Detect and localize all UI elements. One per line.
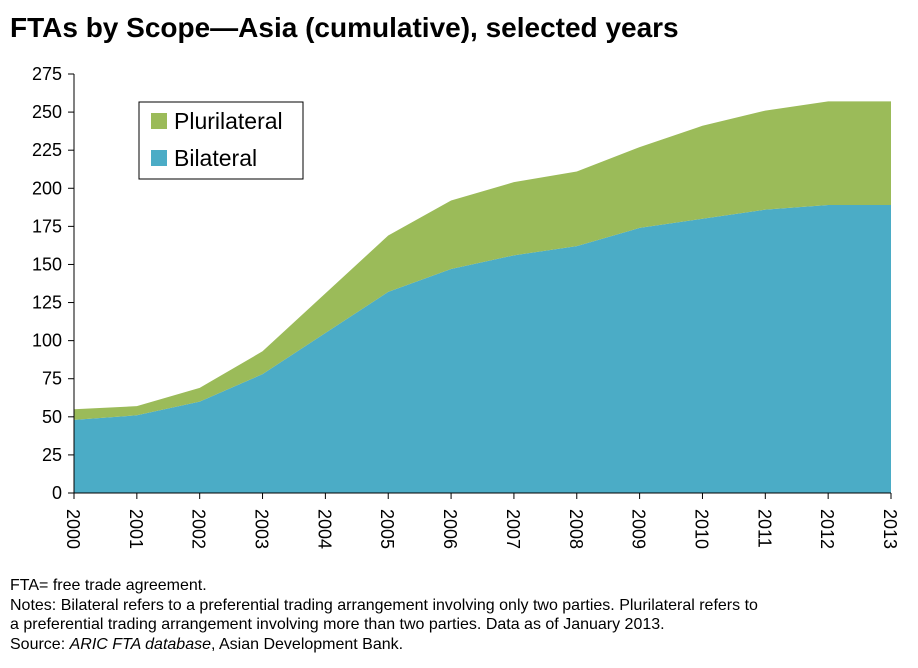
legend-swatch-bilateral [151, 150, 167, 166]
notes-line-1: Notes: Bilateral refers to a preferentia… [10, 596, 758, 614]
legend-swatch-plurilateral [151, 113, 167, 129]
x-tick-label: 2008 [566, 509, 586, 549]
y-tick-label: 150 [32, 254, 62, 274]
y-tick-label: 100 [32, 331, 62, 351]
y-tick-label: 175 [32, 216, 62, 236]
source-publisher: , Asian Development Bank. [210, 635, 404, 653]
area-plurilateral [74, 101, 891, 420]
y-tick-label: 200 [32, 178, 62, 198]
x-tick-label: 2007 [503, 509, 523, 549]
source-database: ARIC FTA database [69, 635, 211, 653]
x-tick-label: 2001 [126, 509, 146, 549]
source-label: Source: [10, 635, 70, 653]
abbreviation-note: FTA= free trade agreement. [10, 577, 207, 594]
y-tick-label: 0 [52, 483, 62, 503]
x-tick-label: 2010 [691, 509, 711, 549]
x-tick-label: 2003 [252, 509, 272, 549]
area-bilateral [74, 205, 891, 494]
x-tick-label: 2006 [440, 509, 460, 549]
x-tick-label: 2005 [377, 509, 397, 549]
source-note: Source: ARIC FTA database, Asian Develop… [10, 635, 910, 655]
chart-notes: FTA= free trade agreement. Notes: Bilate… [10, 576, 910, 654]
y-tick-label: 50 [42, 407, 62, 427]
legend-label-bilateral: Bilateral [174, 145, 257, 171]
notes-line-2: a preferential trading arrangement invol… [10, 616, 665, 633]
legend-label-plurilateral: Plurilateral [174, 108, 283, 134]
x-tick-label: 2000 [63, 509, 83, 549]
area-chart: 0 25 50 75 100 125 150 175 200 225 250 275 2000 2001 2… [32, 64, 900, 549]
y-tick-label: 250 [32, 102, 62, 122]
y-tick-label: 225 [32, 140, 62, 160]
y-tick-label: 25 [42, 445, 62, 465]
y-tick-label: 125 [32, 293, 62, 313]
y-tick-label: 275 [32, 64, 62, 84]
y-tick-label: 75 [42, 369, 62, 389]
x-tick-label: 2002 [189, 509, 209, 549]
x-tick-label: 2004 [314, 509, 334, 549]
x-tick-label: 2011 [754, 509, 774, 548]
x-tick-label: 2009 [629, 509, 649, 549]
x-tick-label: 2012 [817, 509, 837, 549]
x-tick-label: 2013 [880, 509, 900, 549]
chart-title: FTAs by Scope—Asia (cumulative), selecte… [10, 12, 679, 43]
